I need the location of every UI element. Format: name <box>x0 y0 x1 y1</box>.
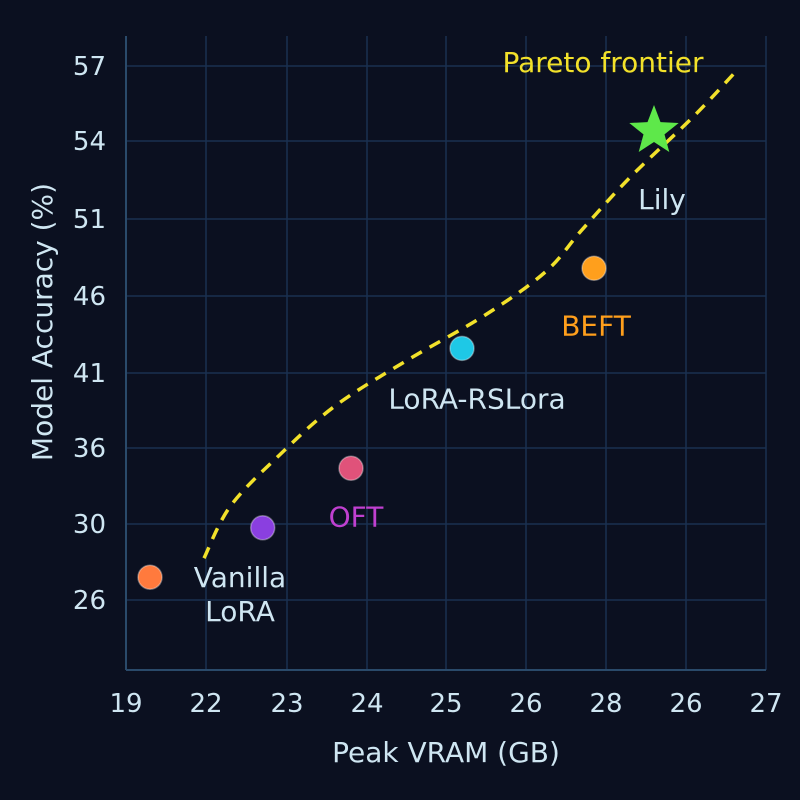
point-label: OFT <box>329 500 385 533</box>
pareto-frontier-annotation: Pareto frontier <box>502 46 704 79</box>
x-tick-label: 28 <box>589 689 622 719</box>
point-label: LoRA-RSLora <box>388 382 565 415</box>
point-label-line: LoRA <box>205 595 275 628</box>
data-point <box>449 335 475 362</box>
axes <box>125 36 766 671</box>
x-tick-label: 23 <box>270 689 303 719</box>
pareto-frontier-line <box>202 72 736 559</box>
y-tick-label: 26 <box>73 586 106 616</box>
y-tick-label: 46 <box>73 282 106 312</box>
y-tick-label: 36 <box>73 434 106 464</box>
x-tick-label: 22 <box>189 689 222 719</box>
x-tick-label: 25 <box>429 689 462 719</box>
point-label-line: BEFT <box>561 309 632 342</box>
point-label: Lily <box>638 183 686 216</box>
x-tick-label: 27 <box>749 689 782 719</box>
y-axis-label: Model Accuracy (%) <box>26 183 59 461</box>
point-label-line: LoRA-RSLora <box>388 382 565 415</box>
point-label: Vanilla LoRA <box>194 561 286 628</box>
data-point <box>249 515 276 541</box>
grid <box>125 36 767 670</box>
x-tick-label: 19 <box>109 689 142 719</box>
y-tick-label: 41 <box>73 359 106 389</box>
data-point <box>137 564 163 590</box>
data-point <box>338 455 364 482</box>
x-tick-label: 24 <box>350 689 383 719</box>
y-tick-label: 30 <box>73 510 106 540</box>
point-labels: Vanilla LoRA OFT LoRA-RSLora BEFT Lily <box>194 183 686 628</box>
y-tick-label: 54 <box>73 127 106 157</box>
x-tick-label: 26 <box>509 689 542 719</box>
data-points <box>137 105 679 590</box>
point-label-line: OFT <box>329 500 385 533</box>
point-label-line: Vanilla <box>194 561 286 594</box>
y-tick-labels: 26 30 36 41 46 51 54 57 <box>73 52 106 616</box>
point-label: BEFT <box>561 309 632 342</box>
x-tick-label: 26 <box>669 689 702 719</box>
y-tick-label: 57 <box>73 52 106 82</box>
data-point-star <box>629 105 679 152</box>
x-tick-labels: 19 22 23 24 25 26 28 26 27 <box>109 689 782 719</box>
data-point <box>581 255 607 282</box>
y-tick-label: 51 <box>73 205 106 235</box>
x-axis-label: Peak VRAM (GB) <box>332 736 560 769</box>
point-label-line: Lily <box>638 183 686 216</box>
